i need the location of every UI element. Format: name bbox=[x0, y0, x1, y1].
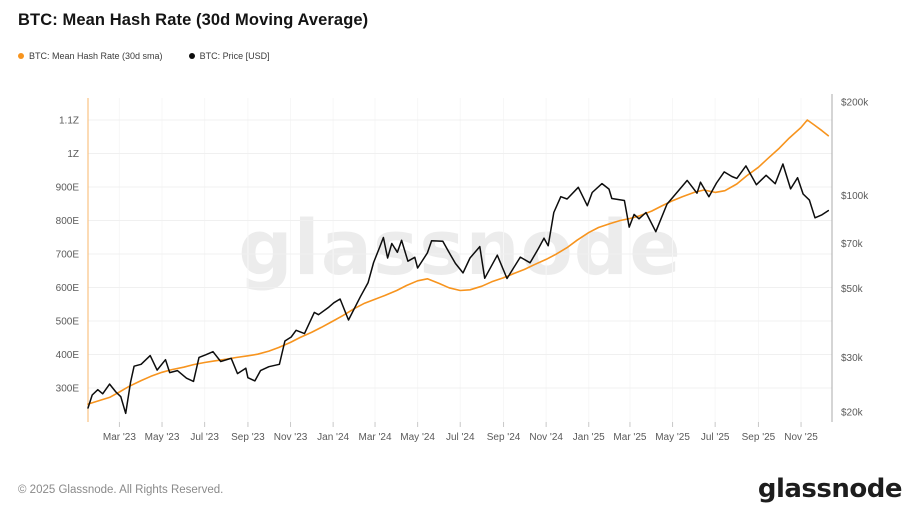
page-title: BTC: Mean Hash Rate (30d Moving Average) bbox=[18, 11, 369, 29]
svg-text:Nov '23: Nov '23 bbox=[274, 432, 308, 443]
svg-text:300E: 300E bbox=[56, 384, 80, 395]
svg-text:Jul '25: Jul '25 bbox=[701, 432, 730, 443]
svg-text:May '24: May '24 bbox=[400, 432, 435, 443]
svg-text:Nov '24: Nov '24 bbox=[529, 432, 563, 443]
svg-text:Jan '25: Jan '25 bbox=[573, 432, 605, 443]
legend-item-hash-rate[interactable]: BTC: Mean Hash Rate (30d sma) bbox=[18, 51, 163, 61]
legend-label-price: BTC: Price [USD] bbox=[199, 51, 270, 61]
svg-text:$100k: $100k bbox=[841, 191, 869, 202]
svg-text:700E: 700E bbox=[56, 250, 80, 261]
svg-text:900E: 900E bbox=[56, 183, 80, 194]
glassnode-logo: glassnode bbox=[757, 474, 903, 504]
glassnode-watermark: glassnode bbox=[238, 203, 682, 292]
svg-text:Sep '23: Sep '23 bbox=[231, 432, 265, 443]
svg-text:Jul '24: Jul '24 bbox=[446, 432, 475, 443]
svg-text:400E: 400E bbox=[56, 350, 80, 361]
legend-label-hash-rate: BTC: Mean Hash Rate (30d sma) bbox=[29, 51, 163, 61]
svg-text:Jan '24: Jan '24 bbox=[317, 432, 349, 443]
svg-text:May '23: May '23 bbox=[145, 432, 180, 443]
chart-legend: BTC: Mean Hash Rate (30d sma) BTC: Price… bbox=[18, 51, 270, 61]
svg-text:Sep '25: Sep '25 bbox=[742, 432, 776, 443]
svg-text:Mar '24: Mar '24 bbox=[359, 432, 392, 443]
svg-text:$30k: $30k bbox=[841, 353, 864, 364]
svg-text:Sep '24: Sep '24 bbox=[487, 432, 521, 443]
copyright-text: © 2025 Glassnode. All Rights Reserved. bbox=[18, 484, 224, 496]
svg-text:May '25: May '25 bbox=[655, 432, 690, 443]
svg-text:$50k: $50k bbox=[841, 284, 864, 295]
svg-text:Nov '25: Nov '25 bbox=[784, 432, 818, 443]
svg-text:$20k: $20k bbox=[841, 408, 864, 419]
svg-text:600E: 600E bbox=[56, 283, 80, 294]
svg-text:Mar '25: Mar '25 bbox=[613, 432, 646, 443]
svg-text:Mar '23: Mar '23 bbox=[103, 432, 136, 443]
hash-rate-series-dot-icon bbox=[18, 53, 24, 59]
svg-text:500E: 500E bbox=[56, 317, 80, 328]
svg-text:$200k: $200k bbox=[841, 98, 869, 109]
svg-text:Jul '23: Jul '23 bbox=[190, 432, 219, 443]
svg-text:800E: 800E bbox=[56, 216, 80, 227]
price-series-dot-icon bbox=[188, 53, 195, 59]
legend-item-price[interactable]: BTC: Price [USD] bbox=[188, 51, 270, 61]
svg-text:1Z: 1Z bbox=[67, 149, 79, 160]
svg-text:1.1Z: 1.1Z bbox=[59, 116, 79, 127]
svg-text:$70k: $70k bbox=[841, 239, 864, 250]
